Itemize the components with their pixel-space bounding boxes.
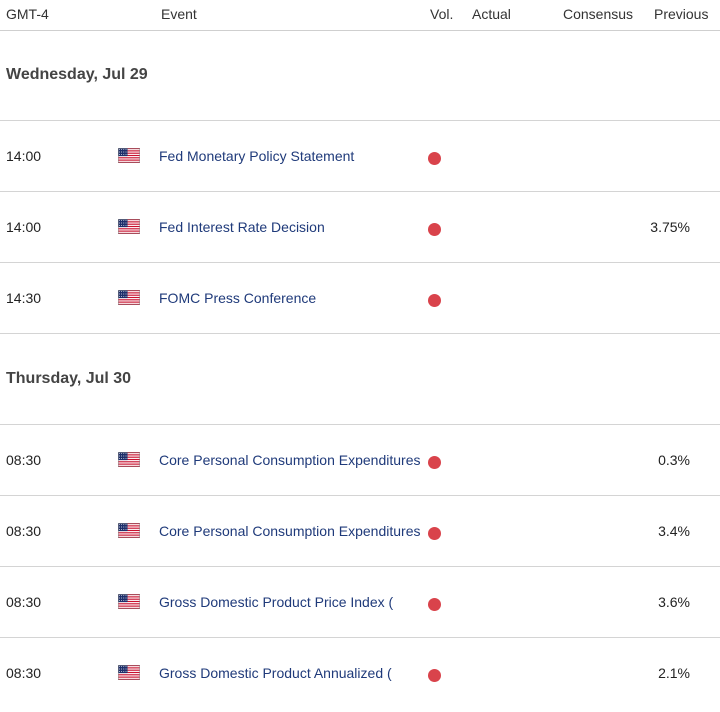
event-header: Event [161, 6, 197, 22]
actual-header: Actual [472, 6, 511, 22]
event-name-link[interactable]: Gross Domestic Product Price Index ( [159, 594, 394, 610]
previous-value: 2.1% [658, 665, 690, 681]
us-flag-icon [118, 523, 140, 538]
timezone-header[interactable]: GMT-4 [6, 6, 49, 22]
vol-header: Vol. [430, 6, 454, 22]
event-name-link[interactable]: Core Personal Consumption Expenditures [159, 523, 421, 539]
event-row[interactable]: 08:30 Gross Domestic Product Annualized (… [0, 637, 720, 712]
event-row[interactable]: 08:30 Gross Domestic Product Price Index … [0, 566, 720, 637]
volatility-dot-icon [428, 527, 441, 540]
volatility-dot-icon [428, 223, 441, 236]
previous-value: 0.3% [658, 452, 690, 468]
volatility-dot-icon [428, 294, 441, 307]
event-time: 08:30 [6, 665, 42, 681]
event-name-link[interactable]: Fed Interest Rate Decision [159, 219, 325, 235]
event-name-link[interactable]: Gross Domestic Product Annualized ( [159, 665, 392, 681]
event-time: 14:00 [6, 148, 42, 164]
previous-value: 3.4% [658, 523, 690, 539]
consensus-header: Consensus [563, 6, 634, 22]
event-name-link[interactable]: FOMC Press Conference [159, 290, 317, 306]
us-flag-icon [118, 290, 140, 305]
event-time: 08:30 [6, 452, 42, 468]
event-row[interactable]: 08:30 Core Personal Consumption Expenditu… [0, 495, 720, 566]
event-name-link[interactable]: Fed Monetary Policy Statement [159, 148, 355, 164]
us-flag-icon [118, 452, 140, 467]
volatility-dot-icon [428, 152, 441, 165]
day-label: Thursday, Jul 30 [6, 370, 132, 387]
us-flag-icon [118, 594, 140, 609]
event-row[interactable]: 14:30 FOMC Press Conference [0, 262, 720, 333]
event-time: 14:00 [6, 219, 42, 235]
event-name-link[interactable]: Core Personal Consumption Expenditures [159, 452, 421, 468]
previous-value: 3.6% [658, 594, 690, 610]
event-time: 08:30 [6, 594, 42, 610]
previous-value: 3.75% [650, 219, 690, 235]
event-row[interactable]: 14:00 Fed Monetary Policy Statement [0, 120, 720, 191]
event-time: 08:30 [6, 523, 42, 539]
volatility-dot-icon [428, 669, 441, 682]
us-flag-icon [118, 665, 140, 680]
section-divider [0, 333, 720, 334]
volatility-dot-icon [428, 598, 441, 611]
day-label: Wednesday, Jul 29 [6, 66, 148, 83]
table-header: GMT-4 Event Vol. Actual Consensus Previo… [0, 0, 720, 31]
volatility-dot-icon [428, 456, 441, 469]
event-row[interactable]: 08:30 Core Personal Consumption Expenditu… [0, 424, 720, 495]
us-flag-icon [118, 219, 140, 234]
event-row[interactable]: 14:00 Fed Interest Rate Decision 3.75% [0, 191, 720, 262]
event-time: 14:30 [6, 290, 42, 306]
us-flag-icon [118, 148, 140, 163]
previous-header: Previous [654, 6, 709, 22]
